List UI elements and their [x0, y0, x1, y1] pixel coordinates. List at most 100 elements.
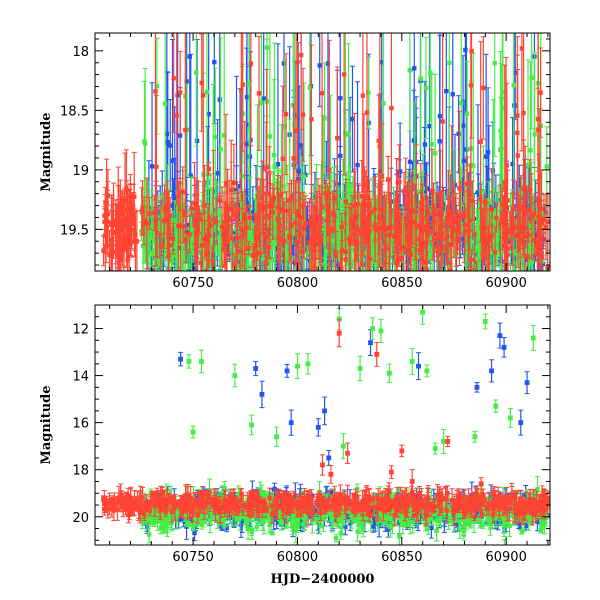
data-point	[381, 101, 386, 106]
data-point	[164, 204, 169, 209]
data-point	[396, 257, 402, 263]
data-point	[298, 216, 303, 221]
data-point	[483, 218, 489, 223]
data-point	[234, 188, 239, 193]
data-point	[525, 208, 530, 214]
data-point	[389, 105, 394, 111]
data-point	[124, 185, 129, 191]
data-point	[240, 266, 246, 271]
data-point	[486, 198, 491, 204]
data-point	[174, 248, 180, 253]
data-point	[335, 220, 341, 225]
data-point	[346, 246, 351, 251]
data-point	[320, 266, 325, 271]
data-point	[529, 276, 533, 280]
data-point	[477, 234, 482, 239]
data-point	[142, 141, 148, 146]
data-point	[427, 123, 432, 129]
data-point	[379, 174, 385, 179]
data-point	[429, 141, 434, 147]
data-point	[305, 250, 310, 255]
data-point	[162, 101, 168, 107]
data-point	[269, 230, 274, 236]
data-point	[267, 134, 273, 139]
data-point	[305, 218, 310, 223]
data-point	[150, 222, 156, 228]
data-point	[154, 84, 160, 89]
data-point	[118, 201, 124, 206]
data-point	[424, 267, 429, 271]
data-point	[295, 168, 301, 174]
data-point	[248, 61, 254, 66]
data-point	[464, 147, 469, 152]
data-point	[481, 188, 486, 194]
data-point	[244, 141, 249, 147]
data-point	[325, 61, 331, 66]
data-point	[202, 248, 207, 253]
data-point	[460, 226, 465, 232]
data-point	[360, 93, 366, 98]
data-point	[140, 205, 145, 211]
data-point	[488, 218, 493, 223]
data-point	[530, 249, 535, 254]
data-point	[225, 204, 230, 209]
data-point	[246, 245, 251, 251]
data-point	[338, 96, 343, 101]
data-point	[366, 90, 371, 95]
data-point	[298, 52, 304, 58]
data-point	[170, 203, 175, 208]
data-point	[441, 202, 446, 207]
data-point	[397, 179, 402, 185]
data-point	[472, 232, 477, 237]
data-point	[450, 92, 455, 97]
data-point	[144, 221, 150, 226]
data-point	[445, 260, 450, 265]
data-point	[388, 235, 394, 240]
data-point	[387, 232, 392, 238]
data-point	[342, 213, 347, 219]
data-point	[519, 191, 524, 197]
data-point	[261, 96, 266, 101]
data-point	[492, 61, 497, 66]
data-point	[442, 259, 447, 264]
data-point	[518, 204, 523, 209]
data-point	[187, 54, 192, 59]
data-point	[339, 265, 344, 271]
data-point	[478, 249, 483, 255]
data-point	[463, 47, 468, 53]
data-point	[194, 138, 200, 144]
data-point	[171, 76, 176, 81]
data-point	[475, 227, 480, 232]
data-point	[344, 216, 350, 222]
data-point	[531, 224, 536, 229]
data-point	[456, 131, 461, 137]
data-point	[483, 154, 489, 159]
data-point	[298, 143, 304, 148]
data-point	[217, 198, 223, 203]
data-point	[464, 211, 469, 217]
data-point	[412, 177, 417, 183]
data-point	[307, 85, 313, 90]
data-point	[538, 90, 543, 95]
data-point	[478, 139, 483, 145]
data-point	[374, 248, 379, 253]
data-point	[173, 239, 179, 244]
data-point	[104, 200, 109, 205]
data-point	[437, 212, 442, 218]
data-point	[357, 251, 362, 256]
data-point	[337, 246, 343, 251]
data-point	[229, 246, 234, 252]
data-point	[432, 151, 438, 156]
data-point	[529, 260, 534, 265]
data-point	[331, 273, 335, 277]
data-point	[204, 227, 209, 233]
data-point	[332, 195, 337, 201]
data-point	[474, 225, 479, 230]
data-point	[217, 97, 222, 102]
data-point	[152, 253, 157, 258]
data-point	[239, 173, 245, 179]
data-point	[427, 255, 433, 261]
data-point	[500, 106, 505, 111]
data-point	[507, 222, 512, 227]
